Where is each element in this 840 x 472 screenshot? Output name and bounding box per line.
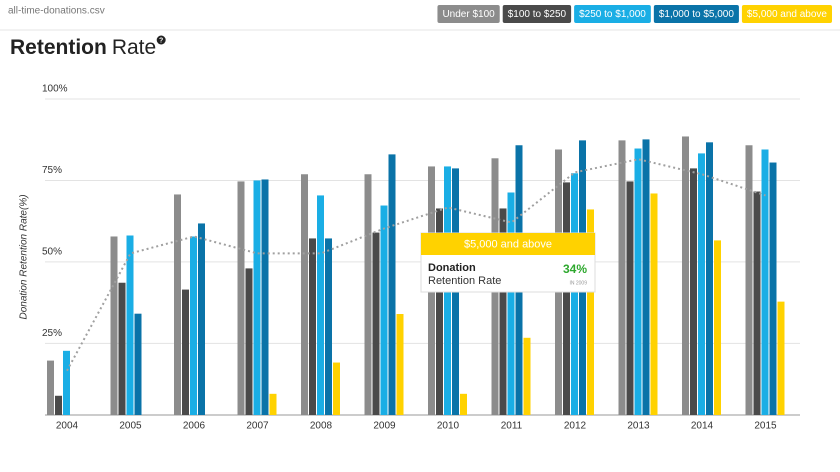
bar [333,362,340,415]
legend-swatch[interactable] [653,5,739,23]
help-icon-text[interactable]: ? [159,37,163,44]
tooltip-value: 34% [563,262,587,276]
tooltip-header: $5,000 and above [464,238,552,250]
bar [364,174,372,415]
title-bold: Retention [10,36,107,59]
bar [372,232,380,415]
bar [563,182,570,415]
bar [642,139,650,415]
bar [618,140,626,415]
bar [317,195,324,415]
x-tick-label: 2007 [246,421,269,432]
legend-button[interactable]: $1,000 to $5,000 [653,5,739,23]
x-tick-label: 2010 [437,421,460,432]
bar [523,337,531,415]
legend-swatch[interactable] [502,5,572,23]
x-tick-label: 2005 [119,421,142,432]
bar [380,205,388,415]
y-tick-label: 50% [42,247,62,258]
legend-button[interactable]: $5,000 and above [741,5,832,23]
bar [714,240,721,415]
bar [261,179,269,415]
bar [309,238,316,415]
bar [634,148,642,416]
legend-label[interactable]: $100 to $250 [508,9,567,20]
y-tick-label: 100% [42,84,68,95]
bar [245,268,253,415]
x-tick-label: 2015 [754,421,777,432]
x-tick-label: 2014 [691,421,714,432]
y-tick-label: 75% [42,165,62,176]
bar [174,194,181,415]
bar [198,223,205,415]
legend-label[interactable]: Under $100 [442,9,495,20]
bar [126,235,134,415]
tooltip-line2: Retention Rate [428,275,501,287]
file-name: all-time-donations.csv [8,6,105,17]
bar [134,313,142,415]
bar [325,238,332,415]
bar [650,193,658,415]
bar [396,314,404,415]
legend-swatch[interactable] [741,5,832,23]
legend-swatch[interactable] [437,5,500,23]
bar [269,393,277,415]
bar [237,181,245,415]
legend-swatch[interactable] [574,5,651,23]
bar [301,174,308,415]
bar [682,136,689,415]
x-tick-label: 2011 [501,421,523,432]
tooltip-line1: Donation [428,262,476,274]
trend-line [66,158,766,372]
bar [587,209,594,415]
help-icon-circle[interactable] [156,35,166,45]
bar [118,282,126,415]
bar [761,149,769,415]
bar [507,192,515,415]
bar [690,168,697,415]
bar [777,301,785,415]
bar [253,180,261,415]
y-tick-label: 25% [42,328,62,339]
legend-label[interactable]: $5,000 and above [747,9,828,20]
chart-title: Retention Rate [10,36,156,59]
help-icon[interactable]: ? [156,35,166,45]
bar [190,236,197,415]
bar [745,145,753,415]
bar [626,181,634,415]
x-tick-label: 2013 [627,421,650,432]
bar [753,191,761,415]
x-tick-label: 2008 [310,421,333,432]
legend-label[interactable]: $1,000 to $5,000 [659,9,735,20]
x-tick-label: 2012 [564,421,587,432]
tooltip-header-bg [421,233,595,255]
title-rest: Rate [112,36,156,59]
bar [706,142,713,416]
legend-button[interactable]: $250 to $1,000 [574,5,651,23]
legend-button[interactable]: Under $100 [437,5,500,23]
bar [388,154,396,415]
bar [460,393,467,415]
bar [769,162,777,415]
bar [63,350,70,415]
y-axis-label: Donation Retention Rate(%) [19,194,30,319]
legend-button[interactable]: $100 to $250 [502,5,572,23]
bar [110,236,118,415]
bar [182,289,189,415]
x-tick-label: 2009 [373,421,396,432]
x-tick-label: 2004 [56,421,79,432]
legend-label[interactable]: $250 to $1,000 [579,9,646,20]
bar [698,153,705,416]
bar [499,208,507,415]
bar [571,173,578,415]
tooltip-note: IN 2009 [569,280,587,286]
bar [436,208,443,415]
x-tick-label: 2006 [183,421,206,432]
bar [55,395,62,415]
bar [47,360,54,415]
